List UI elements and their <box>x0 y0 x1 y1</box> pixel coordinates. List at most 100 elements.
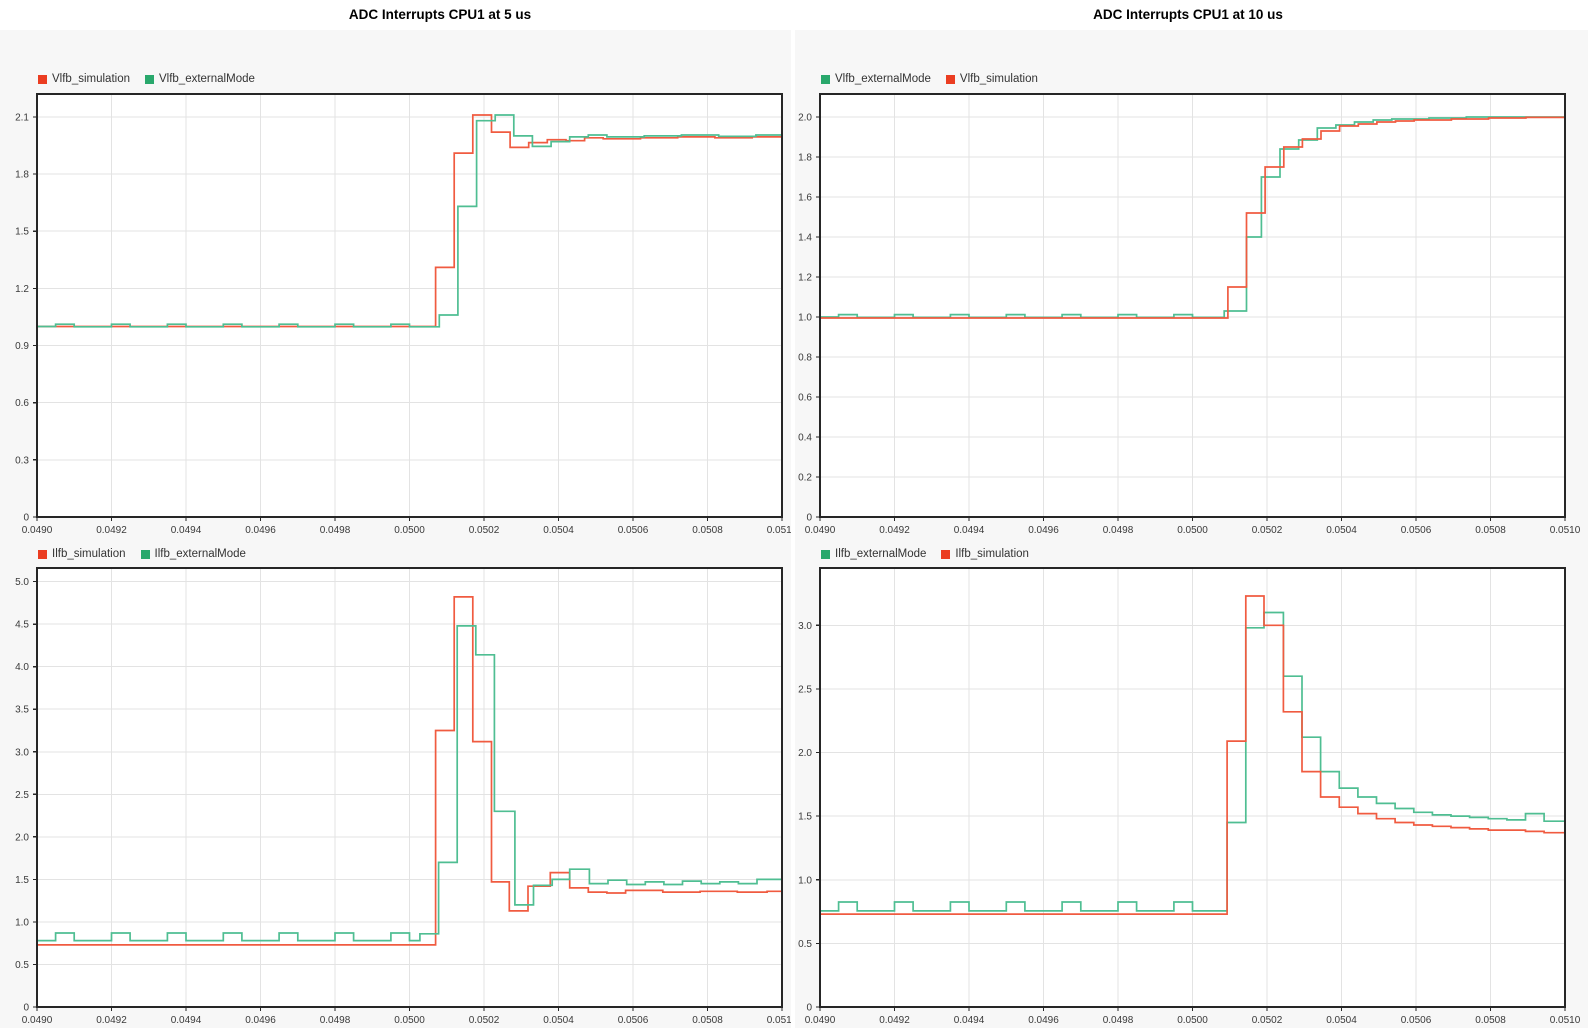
legend-label: Vlfb_externalMode <box>158 73 255 85</box>
series-Ilfb_simulation <box>820 595 1565 915</box>
legend-label: Vlfb_simulation <box>959 73 1038 85</box>
chart-title-right: ADC Interrupts CPU1 at 10 us <box>1093 7 1283 22</box>
y-tick-label: 0.5 <box>15 960 29 971</box>
x-tick-label: 0.0502 <box>1252 1015 1283 1026</box>
x-tick-label: 0.0490 <box>22 525 53 536</box>
axis-labels: 0.0490 0.0492 0.0494 0.0496 0.0498 0.0500 0.05… <box>15 577 791 1026</box>
legend-item: Ilfb_externalMode <box>140 548 246 560</box>
panel-5us: Vlfb_simulation Vlfb_externalMode 0.0490 0… <box>0 30 791 1028</box>
panel-10us: Vlfb_externalMode Vlfb_simulation 0.0490 0… <box>795 30 1588 1028</box>
x-tick-label: 0.0502 <box>469 1015 500 1026</box>
y-tick-label: 0 <box>23 1003 29 1014</box>
x-tick-label: 0.0496 <box>245 525 276 536</box>
y-tick-label: 1.0 <box>798 875 812 886</box>
series-Ilfb_externalMode <box>37 625 782 942</box>
legend-ilfb-10us: Ilfb_externalMode Ilfb_simulation <box>821 546 1029 562</box>
x-tick-label: 0.0504 <box>1326 1015 1357 1026</box>
y-tick-label: 2.0 <box>798 113 812 124</box>
x-tick-label: 0.0510 <box>1550 1015 1581 1026</box>
axis-labels: 0.0490 0.0492 0.0494 0.0496 0.0498 0.0500 0.05… <box>798 113 1581 537</box>
x-tick-label: 0.0500 <box>394 525 425 536</box>
grid-lines <box>36 94 783 518</box>
x-tick-label: 0.0492 <box>96 1015 127 1026</box>
legend-item: Ilfb_simulation <box>38 548 126 560</box>
legend-swatch-icon <box>38 74 47 84</box>
y-tick-label: 2.5 <box>798 684 812 695</box>
x-tick-label: 0.0490 <box>805 1015 836 1026</box>
legend-swatch-icon <box>140 549 150 559</box>
y-tick-label: 1.2 <box>798 273 812 284</box>
series-Vlfb_simulation <box>820 116 1565 319</box>
x-tick-label: 0.0508 <box>692 525 723 536</box>
x-tick-label: 0.0492 <box>96 525 127 536</box>
y-tick-label: 0 <box>23 513 29 524</box>
x-tick-label: 0.0492 <box>879 525 910 536</box>
y-tick-label: 4.0 <box>15 662 29 673</box>
y-tick-label: 1.0 <box>15 917 29 928</box>
y-tick-label: 3.0 <box>798 621 812 632</box>
legend-swatch-icon <box>821 74 830 84</box>
legend-swatch-icon <box>945 74 955 84</box>
axis-ticks <box>33 116 783 521</box>
axis-labels: 0.0490 0.0492 0.0494 0.0496 0.0498 0.0500 0.05… <box>798 621 1581 1026</box>
y-tick-label: 1.8 <box>798 153 812 164</box>
x-tick-label: 0.0508 <box>692 1015 723 1026</box>
x-tick-label: 0.0502 <box>1252 525 1283 536</box>
x-tick-label: 0.0498 <box>320 1015 351 1026</box>
x-tick-label: 0.0498 <box>1103 1015 1134 1026</box>
x-tick-label: 0.0498 <box>1103 525 1134 536</box>
x-tick-label: 0.0490 <box>805 525 836 536</box>
y-tick-label: 0.4 <box>798 433 812 444</box>
plot-vlfb-10us: 0.0490 0.0492 0.0494 0.0496 0.0498 0.0500 0.05… <box>798 93 1581 537</box>
y-tick-label: 0.3 <box>15 455 29 466</box>
title-bar: ADC Interrupts CPU1 at 5 us ADC Interrup… <box>0 0 1588 30</box>
x-tick-label: 0.0494 <box>954 525 985 536</box>
legend-label: Vlfb_externalMode <box>835 73 931 85</box>
legend-label: Ilfb_simulation <box>955 548 1029 560</box>
legend-item: Vlfb_simulation <box>38 73 130 85</box>
x-tick-label: 0.0504 <box>543 525 574 536</box>
x-tick-label: 0.0496 <box>245 1015 276 1026</box>
y-tick-label: 0.2 <box>798 473 812 484</box>
y-tick-label: 0.6 <box>798 393 812 404</box>
chart-title-left: ADC Interrupts CPU1 at 5 us <box>348 7 532 22</box>
legend-swatch-icon <box>821 549 830 559</box>
x-tick-label: 0.0508 <box>1475 525 1506 536</box>
plot-ilfb-5us: 0.0490 0.0492 0.0494 0.0496 0.0498 0.0500 0.05… <box>15 567 791 1026</box>
plot-ilfb-10us: 0.0490 0.0492 0.0494 0.0496 0.0498 0.0500 0.05… <box>798 567 1581 1026</box>
x-tick-label: 0.0504 <box>1326 525 1357 536</box>
y-tick-label: 2.5 <box>15 790 29 801</box>
y-tick-label: 1.6 <box>798 193 812 204</box>
legend-item: Vlfb_externalMode <box>144 73 255 85</box>
legend-label: Ilfb_externalMode <box>154 548 246 560</box>
y-tick-label: 0.6 <box>15 398 29 409</box>
y-tick-label: 3.0 <box>15 747 29 758</box>
axis-ticks <box>816 624 1566 1011</box>
x-tick-label: 0.0498 <box>320 525 351 536</box>
legend-swatch-icon <box>941 549 951 559</box>
legend-label: Vlfb_simulation <box>52 73 130 85</box>
y-tick-label: 0.8 <box>798 353 812 364</box>
x-tick-label: 0.0510 <box>767 1015 791 1026</box>
x-tick-label: 0.0506 <box>1401 525 1432 536</box>
series-Vlfb_simulation <box>37 114 782 328</box>
y-tick-label: 1.5 <box>15 875 29 886</box>
x-tick-label: 0.0500 <box>1177 525 1208 536</box>
x-tick-label: 0.0496 <box>1028 525 1059 536</box>
y-tick-label: 0 <box>806 513 812 524</box>
x-tick-label: 0.0506 <box>1401 1015 1432 1026</box>
series-Ilfb_externalMode <box>820 611 1565 912</box>
y-tick-label: 1.0 <box>798 313 812 324</box>
plot-vlfb-5us: 0.0490 0.0492 0.0494 0.0496 0.0498 0.0500 0.05… <box>15 93 791 536</box>
x-tick-label: 0.0500 <box>1177 1015 1208 1026</box>
axis-labels: 0.0490 0.0492 0.0494 0.0496 0.0498 0.0500 0.05… <box>15 112 791 536</box>
x-tick-label: 0.0494 <box>954 1015 985 1026</box>
y-tick-label: 2.0 <box>798 748 812 759</box>
x-tick-label: 0.0510 <box>767 525 791 536</box>
series-Vlfb_externalMode <box>37 114 782 328</box>
x-tick-label: 0.0506 <box>618 525 649 536</box>
y-tick-label: 0.5 <box>798 939 812 950</box>
y-tick-label: 4.5 <box>15 620 29 631</box>
x-tick-label: 0.0490 <box>22 1015 53 1026</box>
x-tick-label: 0.0492 <box>879 1015 910 1026</box>
